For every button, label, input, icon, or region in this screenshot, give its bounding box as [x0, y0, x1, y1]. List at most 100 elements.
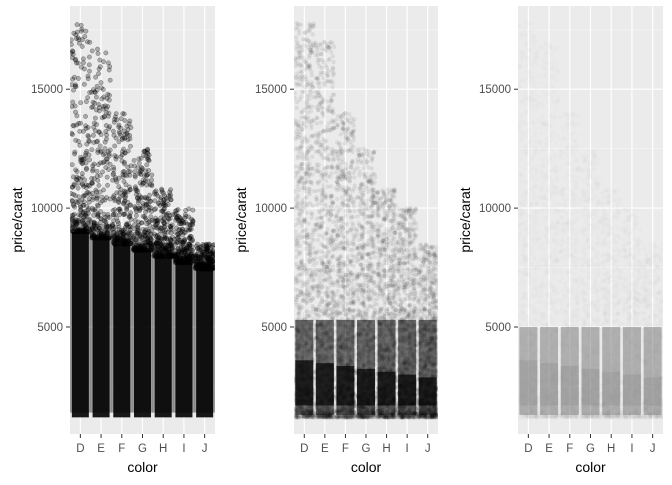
- data-point: [344, 166, 348, 170]
- data-point: [297, 119, 301, 123]
- data-point: [161, 202, 165, 206]
- data-point: [309, 134, 313, 138]
- data-point: [313, 140, 317, 144]
- data-point: [108, 78, 112, 82]
- data-point: [139, 172, 143, 176]
- data-point: [199, 265, 203, 269]
- data-point: [305, 232, 309, 236]
- y-tick-label: 15000: [31, 84, 63, 96]
- data-point: [324, 179, 328, 183]
- data-point: [343, 288, 347, 292]
- x-tick-label: I: [182, 443, 185, 455]
- data-point: [84, 161, 88, 165]
- data-point: [162, 225, 166, 229]
- data-point: [341, 112, 345, 116]
- data-point: [319, 300, 323, 304]
- data-point: [121, 111, 125, 115]
- data-point: [338, 241, 342, 245]
- data-point: [128, 119, 132, 123]
- data-point: [298, 272, 302, 276]
- data-point: [104, 129, 108, 133]
- data-point: [293, 230, 297, 234]
- data-point: [298, 303, 302, 307]
- data-point: [335, 219, 339, 223]
- point-cluster: [295, 360, 313, 405]
- data-point: [70, 163, 74, 167]
- data-point: [119, 155, 123, 159]
- data-point: [337, 269, 341, 273]
- data-point: [95, 88, 99, 92]
- data-point: [91, 133, 95, 137]
- data-point: [76, 186, 80, 190]
- data-point: [126, 165, 130, 169]
- data-point: [350, 221, 354, 225]
- data-point: [321, 198, 325, 202]
- data-point: [160, 250, 164, 254]
- data-point: [122, 189, 126, 193]
- data-point: [104, 51, 108, 55]
- data-point: [153, 254, 157, 258]
- data-point: [357, 147, 361, 151]
- data-point: [323, 279, 327, 283]
- data-point: [317, 93, 321, 97]
- data-point: [314, 53, 318, 57]
- data-point: [179, 243, 183, 247]
- data-point: [190, 248, 194, 252]
- data-point: [343, 176, 347, 180]
- data-point: [348, 228, 352, 232]
- data-point: [96, 51, 100, 55]
- data-point: [344, 302, 348, 306]
- data-point: [105, 225, 109, 229]
- data-point: [317, 133, 321, 137]
- data-point: [320, 262, 324, 266]
- data-point: [345, 222, 349, 226]
- data-point: [98, 190, 102, 194]
- data-point: [330, 166, 334, 170]
- data-point: [96, 178, 100, 182]
- point-cluster: [316, 363, 334, 405]
- point-cluster: [70, 218, 91, 413]
- data-point: [326, 105, 330, 109]
- data-point: [315, 202, 319, 206]
- data-point: [132, 158, 136, 162]
- data-point: [70, 229, 74, 233]
- data-point: [340, 195, 344, 199]
- data-point: [372, 280, 376, 284]
- data-point: [325, 227, 329, 231]
- data-point: [302, 43, 306, 47]
- data-point: [117, 185, 121, 189]
- data-point: [86, 135, 90, 139]
- data-point: [342, 296, 346, 300]
- data-point: [87, 158, 91, 162]
- data-point: [310, 146, 314, 150]
- data-point: [327, 273, 331, 277]
- data-point: [330, 41, 334, 45]
- data-point: [112, 230, 116, 234]
- data-point: [293, 91, 297, 95]
- data-point: [297, 307, 301, 311]
- data-point: [201, 250, 205, 254]
- data-point: [143, 210, 147, 214]
- data-point: [308, 268, 312, 272]
- data-point: [326, 261, 330, 265]
- data-point: [304, 288, 308, 292]
- data-point: [329, 50, 333, 54]
- data-point: [318, 273, 322, 277]
- data-point: [295, 200, 299, 204]
- data-point: [75, 169, 79, 173]
- data-point: [329, 283, 333, 287]
- data-point: [343, 308, 347, 312]
- data-point: [176, 247, 180, 251]
- x-tick-label: F: [118, 443, 125, 455]
- data-point: [295, 100, 299, 104]
- data-point: [295, 205, 299, 209]
- data-point: [341, 226, 345, 230]
- y-tick-label: 10000: [31, 203, 63, 215]
- data-point: [73, 104, 77, 108]
- data-point: [71, 52, 75, 56]
- data-point: [128, 144, 132, 148]
- data-point: [75, 200, 79, 204]
- data-point: [179, 217, 183, 221]
- data-point: [343, 209, 347, 213]
